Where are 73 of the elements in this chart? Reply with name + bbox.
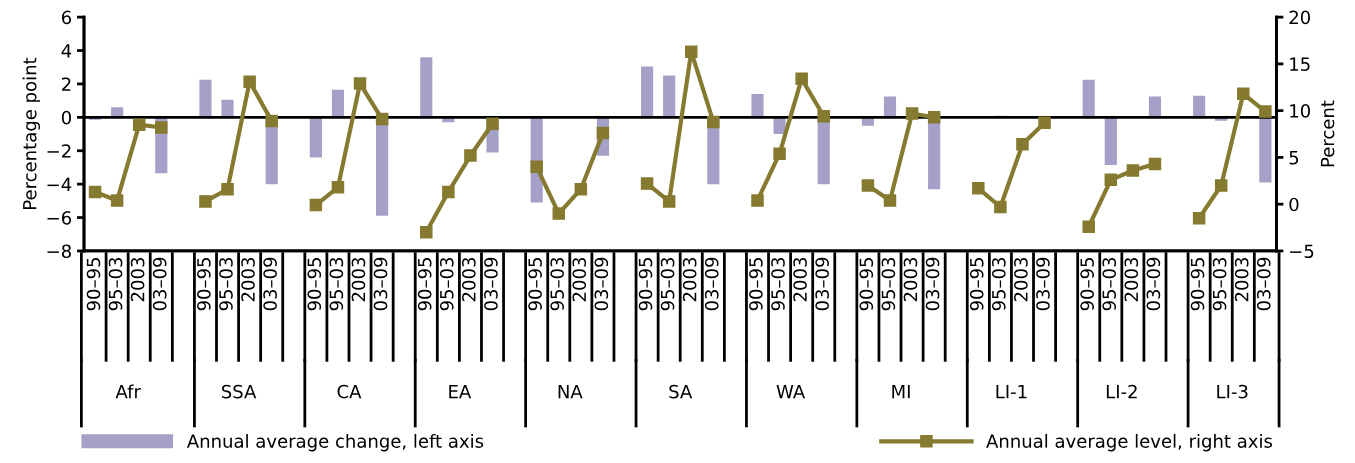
x-tick-label: 90–95 bbox=[638, 258, 653, 311]
x-tick-label: 03–09 bbox=[815, 257, 829, 311]
text: Afr bbox=[115, 384, 141, 399]
x-tick-label: 95–03 bbox=[991, 257, 1006, 311]
x-tick-label: 95–03 bbox=[771, 257, 785, 311]
x-tick-label: 95–03 bbox=[881, 257, 896, 311]
text: CA bbox=[337, 384, 362, 399]
y-tick-label: −8 bbox=[47, 244, 71, 259]
x-tick-label: 95–03 bbox=[439, 257, 454, 311]
text: EA bbox=[449, 384, 472, 399]
x-tick-label: 03–09 bbox=[925, 257, 940, 311]
x-tick-label: 03–09 bbox=[484, 257, 498, 311]
x-tick-label: 90–95 bbox=[1080, 258, 1094, 311]
text: LI-3 bbox=[1217, 384, 1248, 399]
x-tick-label: 2003 bbox=[241, 257, 255, 302]
text: SSA bbox=[221, 384, 257, 399]
text: WA bbox=[776, 384, 806, 399]
x-tick-label: 2003 bbox=[903, 257, 918, 302]
x-tick-label: 90–95 bbox=[969, 258, 984, 311]
x-tick-label: 90–95 bbox=[86, 258, 101, 311]
x-tick-label: 03–09 bbox=[152, 257, 167, 311]
x-tick-label: 03–09 bbox=[704, 257, 719, 311]
x-tick-label: 03–09 bbox=[263, 257, 277, 311]
y2-tick-label: 5 bbox=[1289, 151, 1299, 165]
y2-tick-label: 0 bbox=[1289, 197, 1299, 212]
x-tick-label: 2003 bbox=[682, 257, 697, 302]
x-tick-label: 90–95 bbox=[528, 258, 542, 311]
x-tick-label: 2003 bbox=[572, 257, 587, 302]
x-tick-label: 95–03 bbox=[329, 257, 344, 311]
x-tick-label: 90–95 bbox=[749, 258, 763, 311]
y2-tick-label: 15 bbox=[1290, 57, 1310, 72]
y-tick-label: 2 bbox=[62, 77, 71, 91]
x-tick-label: 2003 bbox=[1014, 257, 1028, 302]
x-tick-label: 2003 bbox=[793, 257, 807, 302]
x-tick-label: 90–95 bbox=[197, 258, 211, 311]
y-tick-label: 6 bbox=[61, 10, 72, 25]
text: LI-1 bbox=[996, 384, 1027, 399]
x-tick-label: 2003 bbox=[130, 257, 145, 302]
y-tick-label: −2 bbox=[47, 144, 71, 158]
x-tick-label: 03–09 bbox=[373, 257, 388, 311]
legend-label: Annual average level, right axis bbox=[986, 433, 1273, 452]
text: NA bbox=[558, 384, 583, 399]
text: SA bbox=[669, 384, 693, 399]
x-tick-label: 90–95 bbox=[1190, 258, 1205, 311]
y-tick-label: 0 bbox=[61, 110, 72, 125]
x-tick-label: 03–09 bbox=[594, 257, 609, 311]
y-axis-title: Percentage point bbox=[22, 57, 41, 209]
x-tick-label: 95–03 bbox=[1102, 257, 1117, 311]
y-tick-label: 4 bbox=[61, 44, 72, 58]
text: MI bbox=[892, 384, 910, 399]
x-tick-label: 95–03 bbox=[108, 257, 123, 311]
y2-axis-title: Percent bbox=[1320, 100, 1335, 167]
x-tick-label: 95–03 bbox=[1212, 257, 1227, 311]
x-tick-label: 2003 bbox=[351, 257, 366, 302]
x-tick-label: 95–03 bbox=[660, 257, 675, 311]
x-tick-label: 2003 bbox=[1234, 257, 1249, 302]
x-tick-label: 03–09 bbox=[1036, 257, 1050, 311]
x-tick-label: 2003 bbox=[462, 257, 476, 302]
y2-tick-label: 20 bbox=[1289, 10, 1310, 25]
y-tick-label: −6 bbox=[47, 211, 72, 225]
x-tick-label: 03–09 bbox=[1256, 257, 1271, 311]
x-tick-label: 90–95 bbox=[859, 258, 874, 311]
x-tick-label: 90–95 bbox=[307, 258, 322, 311]
y2-tick-label: 10 bbox=[1290, 104, 1310, 118]
legend-label: Annual average change, left axis bbox=[186, 433, 484, 452]
y2-tick-label: −5 bbox=[1290, 244, 1314, 259]
x-tick-label: 95–03 bbox=[219, 257, 233, 311]
x-tick-label: 90–95 bbox=[417, 258, 432, 311]
y-tick-label: −4 bbox=[47, 177, 72, 191]
text: LI-2 bbox=[1106, 384, 1137, 399]
x-tick-label: 2003 bbox=[1124, 257, 1139, 302]
x-tick-label: 95–03 bbox=[550, 257, 564, 311]
x-tick-label: 03–09 bbox=[1146, 257, 1161, 311]
